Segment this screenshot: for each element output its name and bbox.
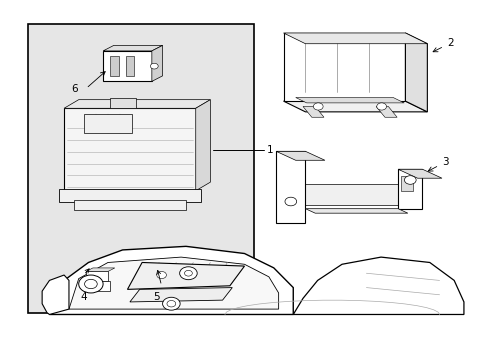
Polygon shape <box>125 56 134 76</box>
Polygon shape <box>283 33 427 44</box>
Circle shape <box>84 279 97 289</box>
Circle shape <box>166 301 175 307</box>
Polygon shape <box>64 100 210 108</box>
Text: 3: 3 <box>427 157 447 171</box>
Polygon shape <box>42 275 69 315</box>
Polygon shape <box>153 269 170 281</box>
Circle shape <box>184 270 192 276</box>
Polygon shape <box>69 257 278 309</box>
Polygon shape <box>283 33 405 101</box>
Circle shape <box>404 176 415 184</box>
Polygon shape <box>303 107 324 117</box>
Polygon shape <box>110 98 136 108</box>
Polygon shape <box>276 151 305 223</box>
Text: 5: 5 <box>153 292 160 302</box>
Polygon shape <box>293 257 463 315</box>
Polygon shape <box>86 271 108 281</box>
Circle shape <box>376 103 386 110</box>
Polygon shape <box>397 169 422 209</box>
Polygon shape <box>283 101 427 112</box>
Polygon shape <box>405 33 427 112</box>
Polygon shape <box>103 51 152 81</box>
Text: 6: 6 <box>71 84 78 94</box>
Circle shape <box>162 297 180 310</box>
Polygon shape <box>127 262 244 289</box>
Circle shape <box>179 267 197 280</box>
Polygon shape <box>83 281 110 291</box>
Circle shape <box>150 63 158 69</box>
Polygon shape <box>49 246 293 315</box>
Polygon shape <box>375 107 396 117</box>
Polygon shape <box>397 169 441 178</box>
Bar <box>400 176 412 191</box>
Polygon shape <box>152 45 162 81</box>
Polygon shape <box>295 98 404 103</box>
Polygon shape <box>305 209 407 213</box>
Polygon shape <box>130 288 232 302</box>
Text: 1: 1 <box>266 144 272 154</box>
Text: 4: 4 <box>80 292 87 302</box>
Text: 2: 2 <box>432 38 452 52</box>
Bar <box>27 24 254 313</box>
Bar <box>59 189 200 202</box>
Polygon shape <box>64 108 195 191</box>
Circle shape <box>285 197 296 206</box>
Circle shape <box>157 271 166 279</box>
Polygon shape <box>103 45 162 51</box>
Polygon shape <box>86 268 115 271</box>
Circle shape <box>79 275 103 293</box>
Polygon shape <box>276 151 325 160</box>
Bar <box>74 200 185 211</box>
Circle shape <box>313 103 323 110</box>
Polygon shape <box>110 56 119 76</box>
Polygon shape <box>300 184 422 205</box>
Bar <box>83 114 132 134</box>
Polygon shape <box>195 100 210 191</box>
